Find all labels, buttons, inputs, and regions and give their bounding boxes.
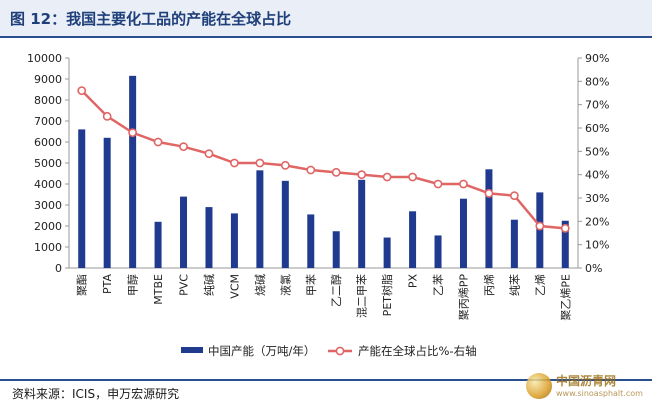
y-left-tick-label: 9000 xyxy=(34,73,62,86)
x-tick-label: 混二甲苯 xyxy=(355,274,369,318)
legend-bar-swatch xyxy=(181,347,203,353)
bar-烧碱 xyxy=(256,170,264,268)
bar-乙二醇 xyxy=(332,231,340,268)
y-right-tick-label: 10% xyxy=(585,239,609,252)
x-tick-label: 聚酯 xyxy=(76,274,89,296)
share-point-纯苯 xyxy=(509,191,519,201)
watermark-url: www.sinoasphalt.com xyxy=(556,389,643,398)
y-right-tick-label: 20% xyxy=(585,215,609,228)
x-tick-label: 乙烯 xyxy=(534,274,547,296)
y-left-tick-label: 0 xyxy=(55,262,62,275)
bar-乙苯 xyxy=(434,235,442,268)
y-right-tick-label: 0% xyxy=(585,262,602,275)
y-right-tick-label: 30% xyxy=(585,192,609,205)
y-left-tick-label: 1000 xyxy=(34,241,62,254)
bar-甲苯 xyxy=(307,214,315,268)
legend-line-marker xyxy=(335,346,345,356)
x-tick-label: 聚丙烯PP xyxy=(457,274,470,321)
x-tick-label: 纯苯 xyxy=(507,274,521,296)
share-point-聚乙烯PE xyxy=(560,223,570,233)
x-tick-label: PVC xyxy=(178,274,191,296)
y-right-tick-label: 80% xyxy=(585,75,609,88)
share-line xyxy=(80,89,566,230)
bar-PTA xyxy=(103,137,111,268)
y-left-tick-label: 10000 xyxy=(27,52,62,65)
title-bar: 图 12：我国主要化工品的产能在全球占比 xyxy=(0,0,652,38)
share-point-PVC xyxy=(179,142,188,152)
share-point-乙苯 xyxy=(433,179,443,189)
y-left-tick-label: 7000 xyxy=(34,115,62,128)
bar-混二甲苯 xyxy=(358,179,366,268)
y-left-tick-label: 8000 xyxy=(34,94,62,107)
x-tick-label: 聚乙烯PE xyxy=(559,274,572,321)
share-point-甲苯 xyxy=(306,165,316,175)
watermark-text: 中国沥青网 xyxy=(556,374,617,388)
share-point-MTBE xyxy=(153,137,163,147)
x-tick-label: 烧碱 xyxy=(254,274,267,296)
y-right-tick-label: 70% xyxy=(585,99,609,112)
bar-PVC xyxy=(180,196,188,268)
share-point-VCM xyxy=(230,158,239,168)
x-tick-label: 液氯 xyxy=(278,274,292,296)
x-tick-label: 甲醇 xyxy=(126,274,140,296)
x-tick-label: 乙二醇 xyxy=(329,274,343,307)
x-tick-label: 甲苯 xyxy=(304,274,318,296)
bar-丙烯 xyxy=(485,169,493,268)
combo-chart: 0 1000 2000 3000 4000 5000 6000 7000 8000 9000 100… xyxy=(27,52,609,358)
bar-液氯 xyxy=(281,180,289,268)
share-point-纯碱 xyxy=(204,149,214,159)
source-divider xyxy=(0,379,652,381)
bar-纯苯 xyxy=(510,219,518,268)
page-title: 图 12：我国主要化工品的产能在全球占比 xyxy=(10,10,292,28)
y-left-tick-label: 6000 xyxy=(34,136,62,149)
x-tick-label: 乙苯 xyxy=(431,274,445,296)
x-tick-label: VCM xyxy=(228,274,241,299)
share-point-聚酯 xyxy=(77,86,87,96)
bar-聚乙烯PE xyxy=(561,220,569,268)
share-point-PX xyxy=(408,172,417,182)
share-point-乙烯 xyxy=(535,221,545,231)
watermark-logo-icon xyxy=(526,373,552,399)
x-tick-label: PET树脂 xyxy=(380,274,394,316)
bar-PX xyxy=(409,211,417,268)
x-tick-label: 纯碱 xyxy=(203,274,216,296)
y-right-tick-label: 40% xyxy=(585,169,609,182)
y-left-tick-label: 5000 xyxy=(34,157,62,170)
share-point-PET树脂 xyxy=(382,172,392,182)
watermark: 中国沥青网 www.sinoasphalt.com xyxy=(526,370,643,404)
y-left-tick-label: 2000 xyxy=(34,220,62,233)
legend-line-label: 产能在全球占比%-右轴 xyxy=(358,344,477,358)
y-left-tick-label: 3000 xyxy=(34,199,62,212)
share-point-乙二醇 xyxy=(331,167,341,177)
source-note: 资料来源：ICIS，申万宏源研究 xyxy=(12,387,180,401)
y-left-tick-label: 4000 xyxy=(34,178,62,191)
share-point-甲醇 xyxy=(128,128,138,138)
x-tick-label: PX xyxy=(407,274,420,289)
bar-甲醇 xyxy=(129,75,137,268)
share-point-液氯 xyxy=(280,160,290,170)
share-point-丙烯 xyxy=(484,188,494,198)
share-point-烧碱 xyxy=(255,158,265,168)
bar-MTBE xyxy=(154,221,162,268)
y-right-tick-label: 90% xyxy=(585,52,609,65)
bar-聚丙烯PP xyxy=(459,198,467,268)
y-right-tick-label: 60% xyxy=(585,122,609,135)
x-tick-label: MTBE xyxy=(152,274,165,305)
x-tick-label: 丙烯 xyxy=(483,274,496,296)
legend-bar-label: 中国产能（万吨/年） xyxy=(208,344,315,358)
bar-聚酯 xyxy=(78,129,86,268)
y-right-tick-label: 50% xyxy=(585,145,609,158)
share-point-PTA xyxy=(102,111,112,121)
share-point-混二甲苯 xyxy=(357,170,367,180)
share-point-聚丙烯PP xyxy=(459,179,468,189)
bar-PET树脂 xyxy=(383,237,391,268)
bar-纯碱 xyxy=(205,207,213,268)
bar-VCM xyxy=(230,213,238,268)
x-tick-label: PTA xyxy=(101,274,114,294)
